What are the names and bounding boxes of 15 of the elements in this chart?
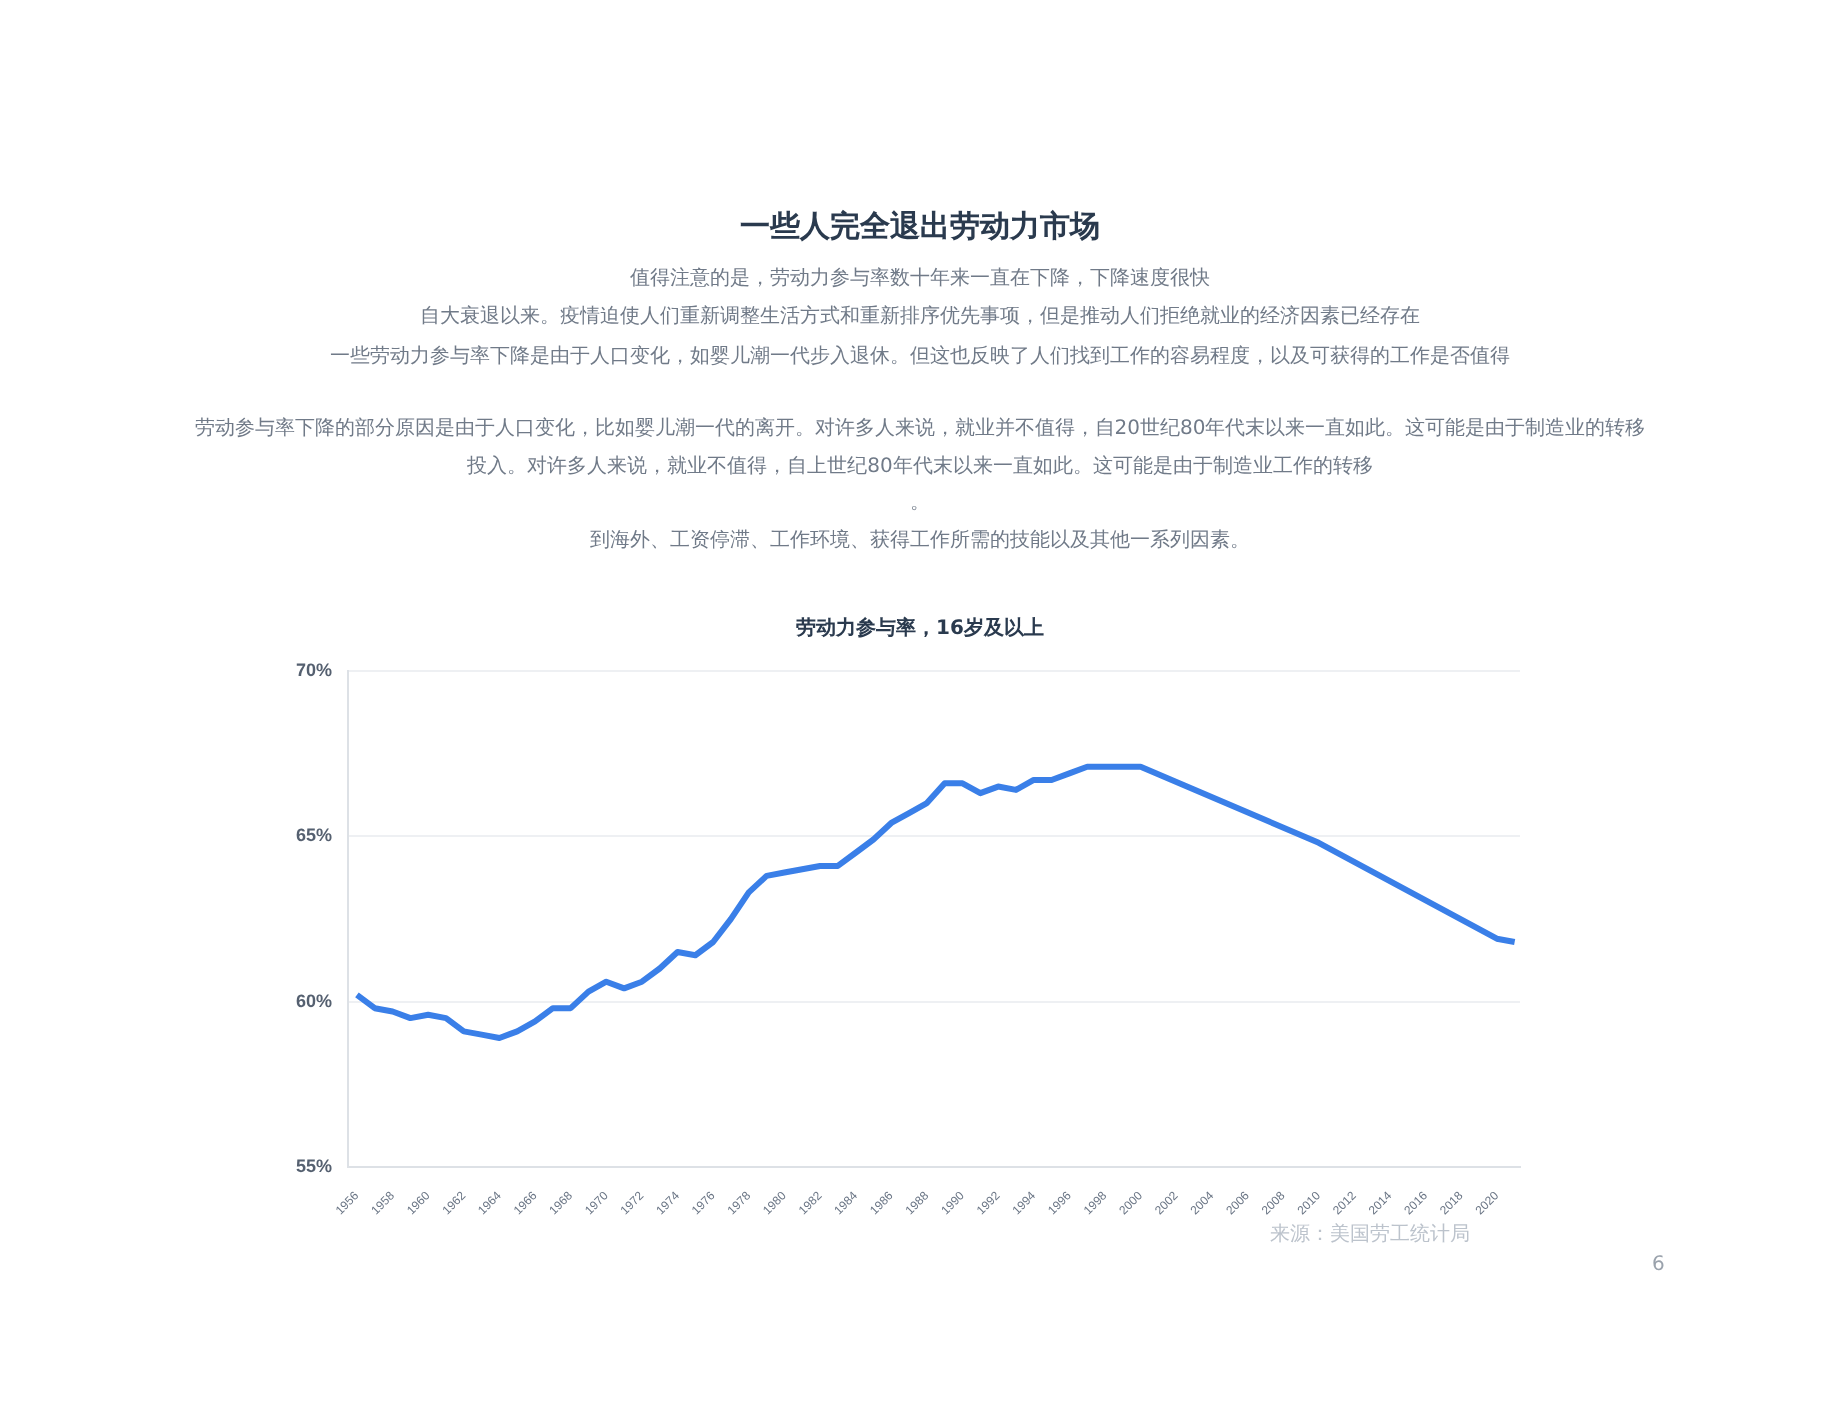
y-tick-label: 65% (296, 825, 333, 846)
y-tick-label: 60% (296, 990, 333, 1011)
text: 投入。对许多人来说，就业不值得，自上世纪80年代末以来一直如此。这可能是由于制造业工作的转移 (465, 453, 1375, 480)
text: 。 (908, 490, 932, 516)
text: 6 (1652, 1254, 1665, 1276)
text: 劳动力参与率，16岁及以上 (794, 614, 1046, 642)
source-note: 来源：美国劳工统计局 (1268, 1221, 1472, 1248)
y-tick-label: 55% (296, 1155, 333, 1176)
text: 一些劳动力参与率下降是由于人口变化，如婴儿潮一代步入退休。但这也反映了人们找到工作的容易程度，以及可获得的工作是否值得 (328, 343, 1512, 370)
text: 到海外、工资停滞、工作环境、获得工作所需的技能以及其他一系列因素。 (588, 527, 1252, 554)
text: 自大衰退以来。疫情迫使人们重新调整生活方式和重新排序优先事项，但是推动人们拒绝就业的经济因素已经存在 (418, 303, 1422, 330)
y-tick-label: 70% (296, 659, 333, 680)
text: 值得注意的是，劳动力参与率数十年来一直在下降，下降速度很快 (628, 265, 1212, 292)
chart-title: 一些人完全退出劳动力市场 (738, 208, 1102, 246)
text: 劳动参与率下降的部分原因是由于人口变化，比如婴儿潮一代的离开。对许多人来说，就业并不值得，自20世纪80年代末以来一直如此。这可能是由于制造业的转移 (192, 415, 1648, 442)
